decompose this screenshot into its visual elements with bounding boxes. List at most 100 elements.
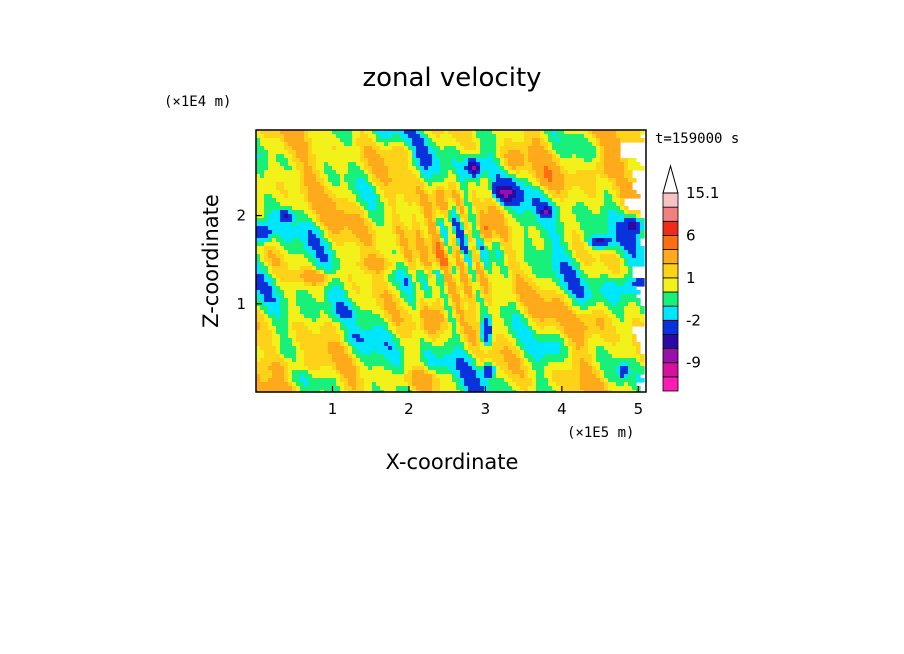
heatmap-cell (616, 222, 629, 227)
heatmap-cell (452, 302, 457, 307)
heatmap-cell (500, 202, 505, 207)
heatmap-cell (280, 362, 289, 367)
heatmap-cell (584, 338, 589, 343)
heatmap-cell (412, 386, 417, 391)
heatmap-cell (272, 238, 277, 243)
heatmap-cell (356, 178, 365, 183)
colorbar-swatch (662, 263, 679, 279)
heatmap-cell (324, 222, 365, 227)
heatmap-cell (408, 258, 413, 263)
heatmap-cell (376, 134, 381, 139)
heatmap-cell (608, 222, 617, 227)
heatmap-cell (348, 298, 353, 303)
heatmap-cell (312, 170, 321, 175)
heatmap-cell (472, 258, 481, 263)
heatmap-cell (408, 310, 421, 315)
heatmap-cell (300, 386, 341, 391)
heatmap-cell (480, 254, 489, 259)
heatmap-cell (580, 270, 585, 275)
heatmap-cell (472, 362, 477, 367)
heatmap-cell (460, 306, 465, 311)
heatmap-cell (564, 290, 569, 295)
heatmap-cell (528, 230, 541, 235)
heatmap-cell (584, 358, 593, 363)
heatmap-cell (420, 326, 425, 331)
heatmap-cell (396, 342, 401, 347)
heatmap-cell (428, 370, 437, 375)
heatmap-cell (548, 190, 557, 195)
heatmap-cell (284, 378, 289, 383)
heatmap-cell (424, 166, 429, 171)
heatmap-cell (504, 202, 521, 207)
heatmap-cell (616, 302, 629, 307)
heatmap-cell (552, 262, 561, 267)
heatmap-cell (588, 298, 609, 303)
heatmap-cell (536, 246, 545, 251)
heatmap-cell (468, 214, 477, 219)
heatmap-cell (480, 218, 505, 223)
heatmap-cell (580, 238, 585, 243)
heatmap-cell (340, 370, 357, 375)
heatmap-cell (588, 326, 601, 331)
heatmap-cell (500, 198, 505, 203)
heatmap-cell (488, 318, 493, 323)
heatmap-cell (304, 374, 313, 379)
heatmap-cell (524, 354, 533, 359)
heatmap-cell (360, 130, 365, 135)
heatmap-cell (384, 258, 389, 263)
heatmap-cell (256, 314, 265, 319)
heatmap-cell (452, 306, 457, 311)
heatmap-cell (300, 378, 309, 383)
heatmap-cell (584, 230, 609, 235)
heatmap-cell (420, 230, 425, 235)
heatmap-cell (600, 378, 605, 383)
heatmap-cell (508, 194, 517, 199)
heatmap-cell (296, 298, 317, 303)
heatmap-cell (272, 194, 285, 199)
heatmap-cell (404, 374, 413, 379)
heatmap-cell (440, 162, 453, 167)
heatmap-cell (308, 154, 317, 159)
heatmap-cell (548, 378, 553, 383)
heatmap-cell (580, 306, 589, 311)
heatmap-cell (540, 234, 549, 239)
heatmap-cell (444, 282, 449, 287)
heatmap-cell (412, 254, 421, 259)
heatmap-cell (368, 218, 373, 223)
heatmap-cell (400, 282, 405, 287)
heatmap-cell (256, 238, 269, 243)
heatmap-cell (396, 202, 409, 207)
heatmap-cell (504, 158, 509, 163)
heatmap-cell (484, 370, 493, 375)
heatmap-cell (348, 166, 361, 171)
heatmap-cell (380, 270, 385, 275)
heatmap-cell (344, 210, 365, 215)
heatmap-cell (284, 290, 297, 295)
heatmap-cell (476, 242, 485, 247)
heatmap-cell (280, 210, 289, 215)
heatmap-cell (340, 258, 361, 263)
heatmap-cell (504, 322, 513, 327)
heatmap-cell (568, 350, 573, 355)
heatmap-cell (352, 358, 357, 363)
heatmap-cell (288, 330, 297, 335)
heatmap-cell (456, 270, 461, 275)
heatmap-cell (440, 158, 453, 163)
heatmap-cell (468, 306, 477, 311)
heatmap-cell (484, 386, 489, 391)
heatmap-cell (352, 138, 357, 143)
heatmap-cell (308, 186, 325, 191)
heatmap-cell (528, 150, 549, 155)
heatmap-cell (468, 234, 473, 239)
heatmap-cell (268, 274, 273, 279)
heatmap-cell (332, 286, 341, 291)
heatmap-cell (400, 350, 405, 355)
heatmap-cell (452, 310, 457, 315)
heatmap-cell (412, 286, 417, 291)
heatmap-cell (272, 270, 305, 275)
heatmap-cell (260, 138, 281, 143)
heatmap-cell (308, 150, 313, 155)
heatmap-cell (480, 258, 485, 263)
heatmap-cell (504, 166, 509, 171)
heatmap-cell (420, 298, 425, 303)
